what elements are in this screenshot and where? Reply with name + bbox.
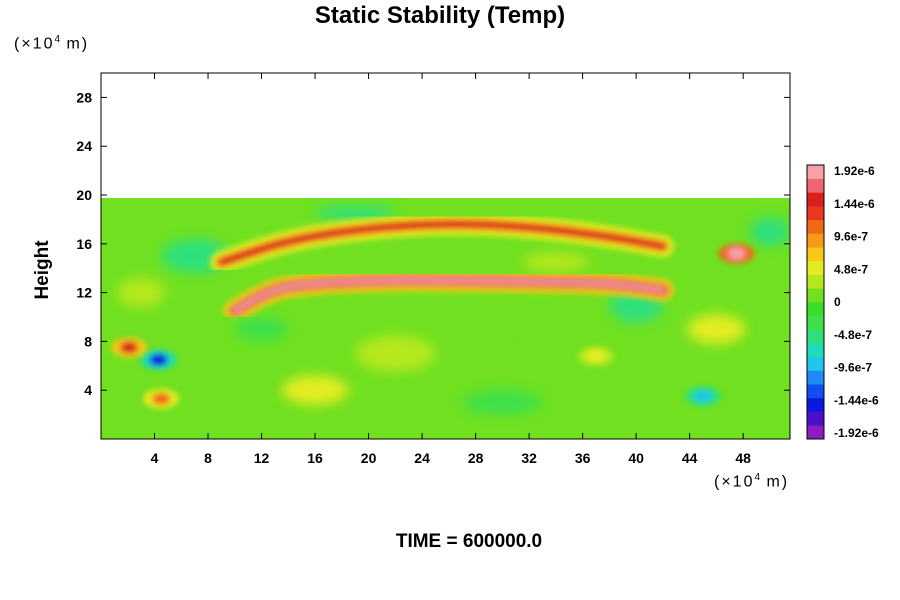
colorbar-swatch [807,302,824,316]
colorbar-swatch [807,219,824,234]
texture-blob [462,390,543,415]
y-unit-prefix: (×10 [14,35,55,53]
colorbar-swatch [807,233,824,248]
y-tick-label: 8 [84,333,92,349]
x-tick-label: 8 [204,450,212,466]
colorbar-swatch [807,411,824,426]
colorbar-label: -4.8e-7 [834,328,872,342]
texture-blob [522,252,590,272]
x-tick-label: 28 [468,450,484,466]
colorbar-swatch [807,206,824,221]
colorbar-swatch [807,315,824,330]
colorbar-label: 1.44e-6 [834,197,875,211]
x-unit-prefix: (×10 [714,473,755,491]
y-tick-label: 28 [76,89,92,105]
texture-blob [315,205,396,221]
colorbar-swatch [807,397,824,412]
colorbar-swatch [807,425,824,440]
x-tick-label: 48 [735,450,751,466]
colorbar-label: -1.92e-6 [834,426,879,440]
field-band [210,213,674,274]
blob-core [152,392,171,405]
x-tick-label: 12 [254,450,270,466]
x-tick-label: 36 [575,450,591,466]
y-tick-label: 24 [76,138,92,154]
x-unit-exponent: 4 [754,472,761,483]
texture-blob [686,314,746,344]
colorbar-swatch [807,356,824,371]
x-unit-suffix: m) [760,473,790,491]
field-blob [143,388,180,409]
chart-title: Static Stability (Temp) [314,2,566,29]
colorbar-swatch [807,343,824,358]
blob-core [587,350,606,363]
colorbar-swatch [807,178,824,193]
y-tick-label: 16 [76,236,92,252]
x-tick-label: 16 [307,450,323,466]
colorbar-swatch [807,274,824,289]
blob-core [120,341,139,354]
colorbar-swatch [807,165,824,179]
colorbar-frame [806,164,825,440]
colorbar-swatch [807,288,824,303]
colorbar-label: 0 [834,295,841,309]
plot-frame [100,72,791,440]
blob-core [727,247,746,260]
field-blob [140,349,177,370]
field-blob [578,346,615,367]
colorbar-swatch [807,370,824,385]
time-label: TIME = 600000.0 [395,531,543,552]
colorbar-label: 1.92e-6 [834,164,875,178]
field-blob [718,243,755,264]
x-axis-unit: (×104 m) [714,472,789,491]
colorbar-label: -1.44e-6 [834,393,879,407]
x-tick-label: 44 [682,450,698,466]
texture-blob [117,277,166,308]
y-unit-exponent: 4 [54,34,61,45]
band-core [218,221,666,265]
texture-blob [281,375,349,405]
field-blob [685,386,722,407]
colorbar-swatch [807,260,824,275]
texture-blob [234,317,289,342]
x-axis: 4 8 12 16 20 24 28 32 36 40 44 48 [151,73,751,466]
colorbar-swatch [807,384,824,399]
colorbar-swatch [807,329,824,344]
x-tick-label: 4 [151,450,159,466]
texture-blob [438,314,514,344]
x-tick-label: 20 [361,450,377,466]
colorbar-swatch [807,192,824,207]
y-tick-label: 12 [76,285,92,301]
stability-field [101,198,790,439]
y-tick-label: 4 [84,382,92,398]
x-tick-label: 24 [414,450,430,466]
blob-core [694,390,713,403]
band-core [232,277,666,314]
colorbar-label: -9.6e-7 [834,361,872,375]
texture-blob [355,335,436,372]
field-background [101,198,790,439]
x-tick-label: 40 [628,450,644,466]
colorbar-label: 4.8e-7 [834,262,868,276]
x-tick-label: 32 [521,450,537,466]
field-band [223,269,674,322]
y-axis: 4 8 12 16 20 24 28 [76,89,790,398]
colorbar-label: 9.6e-7 [834,230,868,244]
colorbar: 1.92e-6 1.44e-6 9.6e-7 4.8e-7 0 -4.8e-7 -9.6e-… [806,164,879,440]
blob-core [149,353,168,366]
texture-blob [749,216,790,247]
y-unit-suffix: m) [60,35,90,53]
colorbar-swatch [807,247,824,262]
y-tick-label: 20 [76,187,92,203]
y-axis-unit: (×104 m) [14,34,89,53]
field-blob [111,337,148,358]
